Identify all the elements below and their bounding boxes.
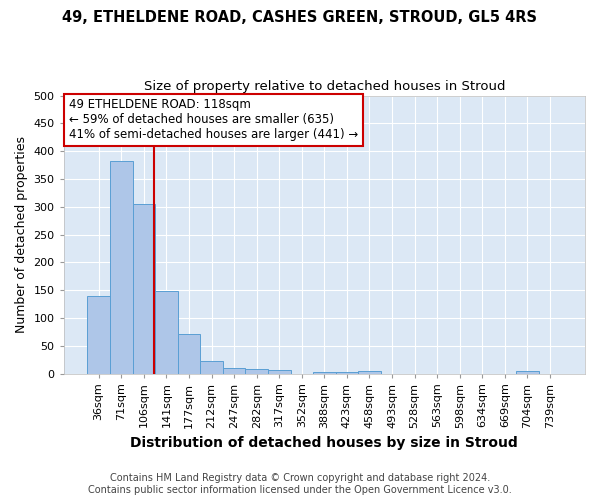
Y-axis label: Number of detached properties: Number of detached properties xyxy=(15,136,28,333)
Bar xyxy=(358,372,381,374)
Bar xyxy=(110,160,133,374)
Bar xyxy=(178,334,200,374)
Bar xyxy=(313,372,335,374)
Bar xyxy=(516,372,539,374)
Bar xyxy=(133,204,155,374)
Bar xyxy=(223,368,245,374)
Title: Size of property relative to detached houses in Stroud: Size of property relative to detached ho… xyxy=(143,80,505,93)
Text: 49, ETHELDENE ROAD, CASHES GREEN, STROUD, GL5 4RS: 49, ETHELDENE ROAD, CASHES GREEN, STROUD… xyxy=(62,10,538,25)
Text: Contains HM Land Registry data © Crown copyright and database right 2024.
Contai: Contains HM Land Registry data © Crown c… xyxy=(88,474,512,495)
Bar xyxy=(245,368,268,374)
Bar xyxy=(155,290,178,374)
Text: 49 ETHELDENE ROAD: 118sqm
← 59% of detached houses are smaller (635)
41% of semi: 49 ETHELDENE ROAD: 118sqm ← 59% of detac… xyxy=(69,98,358,142)
Bar xyxy=(335,372,358,374)
X-axis label: Distribution of detached houses by size in Stroud: Distribution of detached houses by size … xyxy=(130,436,518,450)
Bar xyxy=(200,360,223,374)
Bar xyxy=(88,296,110,374)
Bar xyxy=(268,370,290,374)
